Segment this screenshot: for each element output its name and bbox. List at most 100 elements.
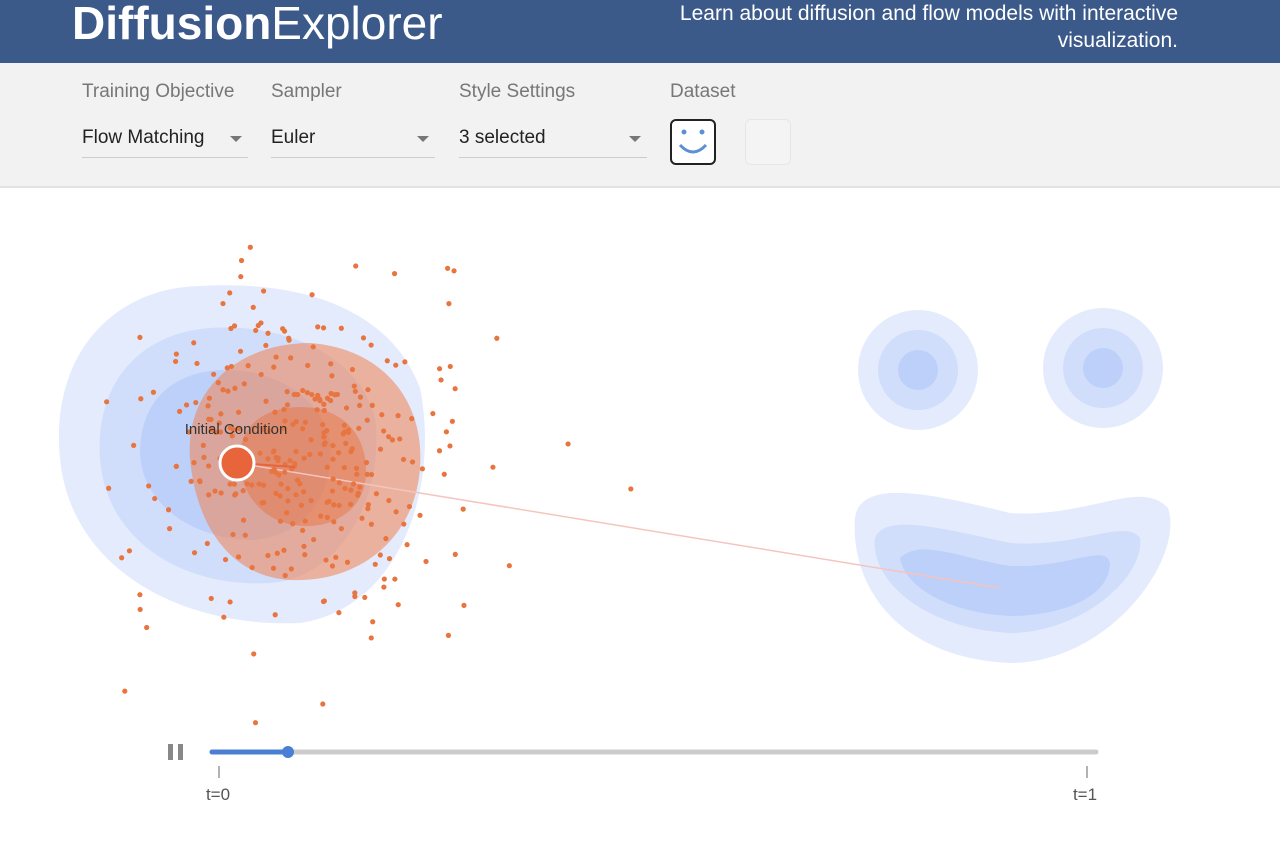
particle (317, 451, 323, 457)
particle (340, 431, 346, 437)
particle (284, 402, 291, 408)
particle (317, 396, 323, 402)
dropdown[interactable]: Flow Matching (82, 127, 248, 158)
particle (368, 342, 374, 348)
particle (188, 478, 194, 484)
particle (446, 301, 452, 307)
dropdown[interactable]: Euler (271, 127, 435, 158)
particle (222, 556, 229, 563)
particle (211, 371, 217, 377)
particle (227, 425, 233, 431)
particle (419, 466, 426, 472)
particle (293, 418, 299, 425)
particle (326, 498, 332, 505)
particle (191, 460, 197, 466)
particle (409, 416, 415, 422)
particle (383, 536, 389, 542)
time-label: t=1 (1073, 785, 1097, 804)
control-label: Sampler (271, 81, 342, 102)
particle (282, 418, 288, 424)
particle (273, 354, 279, 360)
particle (365, 387, 371, 393)
dataset-smiley[interactable] (670, 119, 716, 165)
particle (191, 340, 197, 346)
particle (321, 407, 327, 414)
particle (261, 482, 267, 488)
particle (365, 506, 371, 512)
particle (452, 386, 458, 392)
particle (381, 576, 387, 582)
control: Dataset (670, 81, 735, 103)
particle (172, 358, 179, 365)
initial-condition-handle[interactable] (218, 444, 256, 482)
particle (271, 364, 277, 370)
particle (352, 593, 358, 600)
dataset-other[interactable] (745, 119, 791, 165)
particle (372, 561, 378, 567)
particle (362, 594, 368, 601)
particle (265, 330, 271, 336)
particle (215, 380, 221, 386)
particle (236, 426, 242, 432)
particle (309, 391, 315, 398)
particle (241, 381, 247, 387)
particle (242, 436, 249, 442)
particle (302, 518, 308, 524)
particle (227, 599, 233, 605)
particle (227, 481, 233, 487)
pause-button[interactable] (168, 744, 183, 760)
particle (208, 416, 214, 423)
particle (312, 396, 318, 402)
particle (320, 325, 327, 331)
control-label: Style Settings (459, 81, 576, 102)
particle (221, 614, 227, 620)
particle (295, 391, 301, 398)
particle (423, 558, 429, 565)
particle (329, 563, 336, 569)
particle (370, 619, 376, 625)
particle (205, 463, 212, 469)
particle (300, 426, 306, 432)
title-bold: Diffusion (72, 0, 272, 49)
particle (302, 552, 308, 558)
particle (126, 548, 133, 554)
particle (197, 478, 203, 484)
particle (205, 403, 211, 409)
particle (404, 542, 410, 548)
particle (506, 563, 512, 569)
time-slider[interactable] (209, 746, 1099, 758)
particle (392, 576, 398, 582)
header: DiffusionExplorer Learn about diffusion … (0, 0, 1280, 63)
particle (269, 468, 275, 474)
particle (282, 572, 288, 579)
particle (281, 425, 287, 431)
particle (438, 377, 444, 383)
particle (357, 484, 363, 490)
particle (359, 515, 365, 521)
particle (402, 359, 408, 365)
particle (341, 464, 347, 471)
particle (137, 606, 143, 613)
particle (324, 395, 331, 401)
particle (436, 366, 443, 372)
particle (331, 502, 337, 508)
trajectory (236, 462, 1001, 589)
particle (277, 493, 283, 499)
particle (265, 552, 271, 559)
particle (393, 509, 399, 515)
particle (304, 390, 311, 396)
particle (301, 543, 307, 549)
particle (321, 434, 327, 440)
particle (122, 688, 128, 694)
particle (330, 476, 336, 482)
dropdown[interactable]: 3 selected (459, 127, 647, 158)
particle (344, 559, 351, 565)
particle (324, 514, 330, 520)
particle (321, 430, 327, 436)
particle (328, 361, 334, 367)
particle (351, 383, 357, 389)
control: Sampler Euler (271, 81, 435, 158)
particle (330, 442, 336, 449)
particle (278, 481, 284, 487)
particle (314, 407, 320, 413)
